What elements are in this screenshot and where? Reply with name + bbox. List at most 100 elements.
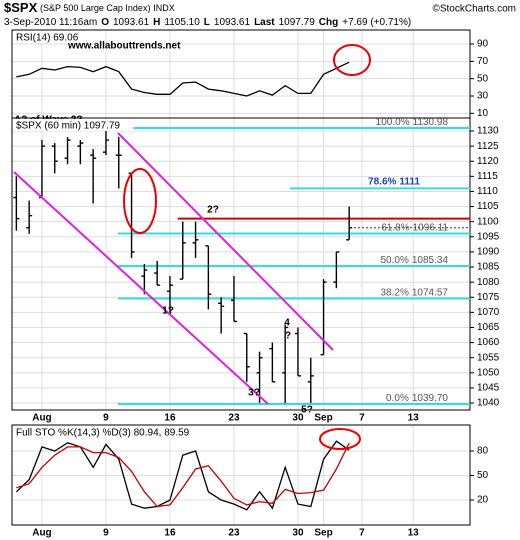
x-tick-label: 9 bbox=[103, 528, 109, 539]
fib-value: 1039.70 bbox=[412, 393, 449, 404]
highlight-ellipse bbox=[333, 44, 371, 76]
x-tick-label: 23 bbox=[228, 528, 240, 539]
y-tick-label: 1110 bbox=[477, 186, 498, 197]
x-tick-label: 9 bbox=[103, 413, 109, 424]
y-tick-label: 50 bbox=[477, 470, 489, 481]
wave-label: 3? bbox=[248, 388, 260, 399]
x-tick-label: 13 bbox=[408, 413, 420, 424]
x-tick-label: 7 bbox=[359, 413, 365, 424]
legend: RSI(14) 69.06 bbox=[16, 33, 79, 44]
channel-line bbox=[13, 171, 269, 405]
y-tick-label: 1075 bbox=[477, 292, 500, 303]
y-tick-label: 1065 bbox=[477, 322, 500, 333]
x-tick-label: 13 bbox=[408, 528, 420, 539]
y-tick-label: 10 bbox=[477, 108, 489, 119]
target-label: 78.6% 1111 bbox=[368, 176, 420, 187]
y-tick-label: 80 bbox=[477, 446, 489, 457]
header-line: $SPX (S&P 500 Large Cap Index) INDX bbox=[4, 0, 175, 15]
symbol: $SPX bbox=[4, 0, 38, 15]
legend-box bbox=[13, 31, 91, 43]
x-tick-label: Aug bbox=[32, 528, 51, 539]
quote-key: Last bbox=[254, 17, 275, 28]
quote-key: H bbox=[153, 17, 160, 28]
fib-label: 38.2% 1074.57 bbox=[380, 287, 448, 298]
quote-value: 1105.10 bbox=[164, 17, 200, 28]
target-pct: 78.6% bbox=[368, 176, 396, 187]
index-name: (S&P 500 Large Cap Index) bbox=[40, 3, 150, 13]
legend: Full STO %K(14,3) %D(3) 80.94, 89.59 bbox=[16, 428, 190, 439]
wave-label: ? bbox=[285, 331, 291, 342]
y-tick-label: 1055 bbox=[477, 352, 500, 363]
x-tick-label: Sep bbox=[314, 528, 332, 539]
y-tick-label: 1060 bbox=[477, 337, 500, 348]
y-tick-label: 1130 bbox=[477, 126, 499, 137]
y-tick-label: 1105 bbox=[477, 201, 499, 212]
highlight-ellipse bbox=[319, 428, 361, 450]
legend-box bbox=[13, 426, 215, 438]
exchange: INDX bbox=[153, 3, 175, 13]
fib-pct: 0.0% bbox=[386, 393, 409, 404]
y-tick-label: 1090 bbox=[477, 247, 500, 258]
fib-pct: 38.2% bbox=[380, 287, 408, 298]
x-tick-label: Aug bbox=[32, 413, 51, 424]
y-tick-label: 1040 bbox=[477, 398, 500, 409]
panel-frame bbox=[11, 117, 471, 411]
highlight-ellipse bbox=[123, 168, 157, 234]
quote-key: O bbox=[101, 17, 109, 28]
fib-label: 100.0% 1130.98 bbox=[376, 117, 449, 128]
x-tick-label: 30 bbox=[292, 528, 304, 539]
x-tick-label: 23 bbox=[228, 413, 240, 424]
fib-label: 0.0% 1039.70 bbox=[386, 393, 448, 404]
y-tick-label: 1120 bbox=[477, 156, 499, 167]
x-tick-label: 30 bbox=[292, 413, 304, 424]
x-tick-label: Sep bbox=[314, 413, 332, 424]
fib-value: 1074.57 bbox=[412, 287, 449, 298]
quote-key: Chg bbox=[319, 17, 338, 28]
y-tick-label: 70 bbox=[477, 56, 489, 67]
y-tick-label: 1080 bbox=[477, 277, 500, 288]
quote-value: +7.69 (+0.71%) bbox=[342, 17, 411, 28]
series-line bbox=[16, 61, 350, 97]
y-tick-label: 1125 bbox=[477, 141, 499, 152]
y-tick-label: 50 bbox=[477, 73, 489, 84]
y-tick-label: 1050 bbox=[477, 367, 500, 378]
fib-value: 1130.98 bbox=[413, 117, 449, 128]
quote-value: 1093.61 bbox=[113, 17, 150, 28]
wave-label: 4 bbox=[284, 318, 290, 329]
wave-label: 2? bbox=[207, 205, 219, 216]
date: 3-Sep-2010 11:16am bbox=[4, 17, 97, 28]
x-tick-label: 16 bbox=[164, 413, 176, 424]
y-tick-label: 1095 bbox=[477, 231, 500, 242]
fib-pct: 100.0% bbox=[376, 117, 410, 128]
wave-label: 5? bbox=[301, 405, 313, 416]
fib-value: 1085.34 bbox=[412, 255, 449, 266]
y-tick-label: 90 bbox=[477, 39, 489, 50]
quote-key: L bbox=[204, 17, 210, 28]
y-tick-label: 20 bbox=[477, 495, 489, 506]
series-line bbox=[16, 442, 350, 508]
x-tick-label: 7 bbox=[359, 528, 365, 539]
panel-frame bbox=[11, 424, 471, 526]
y-tick-label: 1100 bbox=[477, 216, 499, 227]
watermark: www.allabouttrends.net bbox=[67, 41, 181, 52]
legend-box bbox=[13, 119, 134, 131]
fib-label: 50.0% 1085.34 bbox=[380, 255, 448, 266]
credit: ©StockCharts.com bbox=[432, 4, 516, 15]
legend: $SPX (60 min) 1097.79 bbox=[16, 121, 120, 132]
wave-label: 1? bbox=[162, 306, 174, 317]
target-value: 1111 bbox=[399, 176, 420, 187]
y-tick-label: 30 bbox=[477, 91, 489, 102]
x-tick-label: 16 bbox=[164, 528, 176, 539]
y-tick-label: 1115 bbox=[477, 171, 498, 182]
fib-pct: 50.0% bbox=[380, 255, 408, 266]
quote-value: 1093.61 bbox=[214, 17, 251, 28]
quote-line: 3-Sep-2010 11:16am O 1093.61 H 1105.10 L 1093.… bbox=[4, 17, 411, 28]
channel-line bbox=[117, 132, 334, 351]
y-tick-label: 1070 bbox=[477, 307, 500, 318]
y-tick-label: 1045 bbox=[477, 383, 500, 394]
y-tick-label: 1085 bbox=[477, 262, 500, 273]
quote-value: 1097.79 bbox=[279, 17, 316, 28]
